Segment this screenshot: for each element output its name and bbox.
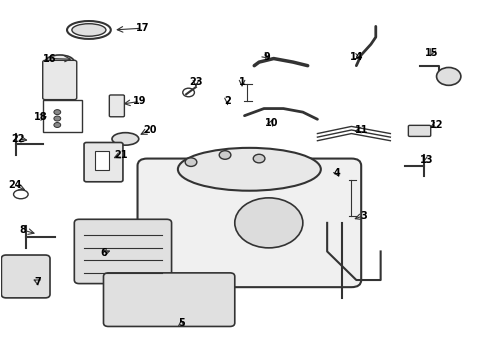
Text: 4: 4: [333, 168, 340, 178]
FancyBboxPatch shape: [109, 95, 124, 117]
FancyBboxPatch shape: [407, 125, 430, 136]
Circle shape: [54, 116, 61, 121]
Text: 19: 19: [133, 96, 146, 107]
Text: 11: 11: [354, 125, 367, 135]
FancyBboxPatch shape: [103, 273, 234, 327]
Text: 14: 14: [349, 52, 362, 62]
Text: 2: 2: [224, 96, 230, 107]
FancyBboxPatch shape: [84, 143, 122, 182]
Text: 10: 10: [264, 118, 277, 128]
Text: 1: 1: [238, 77, 245, 87]
Text: 21: 21: [114, 150, 127, 160]
Text: 23: 23: [189, 77, 202, 87]
Circle shape: [253, 154, 264, 163]
FancyBboxPatch shape: [74, 219, 171, 284]
Circle shape: [234, 198, 302, 248]
Text: 8: 8: [20, 225, 26, 235]
Text: 6: 6: [100, 248, 107, 258]
Circle shape: [54, 110, 61, 114]
Text: 24: 24: [8, 180, 21, 190]
FancyBboxPatch shape: [1, 255, 50, 298]
Circle shape: [219, 151, 230, 159]
FancyBboxPatch shape: [95, 151, 109, 170]
Ellipse shape: [72, 24, 106, 36]
FancyBboxPatch shape: [137, 158, 361, 287]
Text: 18: 18: [33, 112, 47, 122]
Circle shape: [185, 158, 197, 166]
Text: 7: 7: [35, 277, 41, 287]
Circle shape: [54, 122, 61, 127]
Text: 22: 22: [12, 134, 25, 144]
Text: 12: 12: [429, 120, 443, 130]
Text: 16: 16: [43, 54, 57, 64]
Text: 20: 20: [142, 125, 156, 135]
Text: 9: 9: [263, 52, 269, 62]
Ellipse shape: [112, 133, 139, 145]
Circle shape: [436, 67, 460, 85]
Text: 3: 3: [360, 211, 366, 221]
FancyBboxPatch shape: [42, 60, 77, 100]
Text: 13: 13: [419, 156, 433, 165]
Text: 17: 17: [135, 23, 149, 33]
Ellipse shape: [178, 148, 320, 191]
Text: 15: 15: [424, 48, 438, 58]
Ellipse shape: [45, 55, 74, 69]
Text: 5: 5: [178, 318, 184, 328]
